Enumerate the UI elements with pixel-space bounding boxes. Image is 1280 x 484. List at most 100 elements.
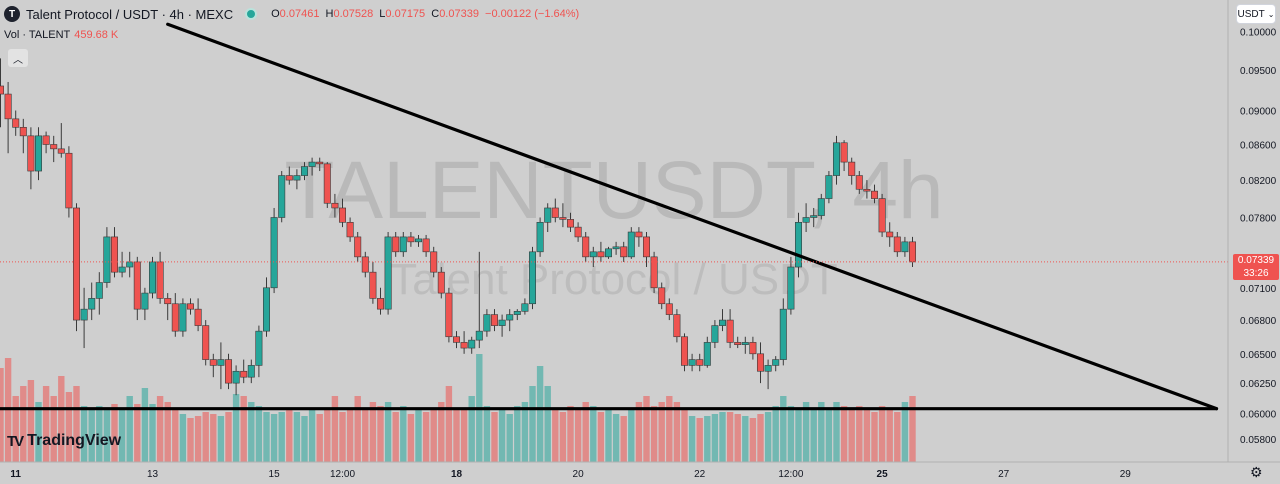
candle-down — [240, 370, 248, 378]
time-tick-label: 12:00 — [330, 469, 355, 480]
candle-down — [566, 219, 574, 228]
candle-up — [817, 198, 825, 216]
volume-bar — [590, 406, 597, 462]
volume-bar — [50, 396, 57, 462]
candle-up — [293, 175, 301, 181]
tradingview-logo-icon: TV — [7, 432, 24, 450]
volume-bar — [681, 408, 688, 462]
candle-up — [521, 303, 529, 312]
volume-bar — [324, 410, 331, 462]
time-axis[interactable]: 11 13 15 12:00 18 20 22 12:00 25 27 29 — [10, 469, 1131, 480]
high-label: H — [325, 8, 334, 20]
ohlc-values: O0.07461 H0.07528 L0.07175 C0.07339 −0.0… — [271, 8, 582, 20]
volume-label[interactable]: Vol · TALENT — [4, 29, 71, 41]
candle-down — [673, 314, 681, 338]
price-axis[interactable]: 0.10000 0.09500 0.09000 0.08600 0.08200 0.078… — [1240, 28, 1277, 446]
volume-bar — [726, 412, 734, 462]
symbol-title[interactable]: Talent Protocol / USDT · 4h · MEXC — [26, 6, 234, 22]
volume-bar — [58, 376, 65, 462]
volume-bar — [80, 406, 88, 462]
tradingview-logo[interactable]: TV TradingView — [7, 432, 121, 450]
candle-down — [369, 271, 377, 299]
candle-down — [658, 287, 666, 305]
volume-bar — [833, 402, 840, 462]
candle-up — [589, 251, 597, 258]
volume-bar — [35, 402, 42, 462]
candle-down — [316, 161, 324, 165]
gear-icon[interactable]: ⚙ — [1250, 464, 1263, 480]
candle-up — [399, 236, 407, 253]
volume-bar — [711, 414, 719, 462]
chart-plot-area[interactable] — [0, 0, 1228, 462]
volume-bar — [719, 412, 726, 462]
volume-bar — [628, 408, 635, 462]
time-tick-label: 12:00 — [778, 469, 803, 480]
volume-bar — [255, 406, 263, 462]
volume-bar — [529, 386, 536, 462]
volume-bar — [764, 412, 772, 462]
volume-bar — [301, 416, 308, 462]
candle-up — [475, 330, 483, 341]
current-price-value: 0.07339 — [1237, 254, 1275, 266]
candle-down — [490, 314, 498, 326]
volume-bar — [612, 414, 620, 462]
candle-down — [133, 261, 141, 310]
volume-bar — [225, 412, 232, 462]
volume-legend: Vol · TALENT 459.68 K — [4, 29, 118, 41]
high-value: 0.07528 — [333, 8, 374, 20]
candle-up — [779, 308, 787, 360]
currency-selector[interactable]: USDT ⌄ — [1236, 4, 1276, 24]
volume-bar — [126, 396, 133, 462]
candle-down — [285, 175, 293, 181]
volume-bar — [772, 406, 779, 462]
volume-bar — [780, 396, 787, 462]
volume-bar — [179, 414, 187, 462]
candle-up — [255, 330, 263, 366]
volume-bar — [620, 416, 627, 462]
candle-up — [384, 236, 392, 310]
volume-bar — [308, 410, 316, 462]
market-status-icon[interactable] — [245, 8, 258, 20]
volume-bar — [605, 408, 612, 462]
volume-bar — [118, 410, 126, 462]
candle-down — [445, 292, 453, 338]
volume-bar — [27, 380, 35, 462]
price-tick-label: 0.08600 — [1240, 140, 1277, 151]
volume-bar — [134, 404, 141, 462]
volume-bar — [377, 406, 384, 462]
candle-up — [95, 282, 103, 299]
volume-bar — [362, 408, 369, 462]
volume-bar — [863, 408, 871, 462]
candle-down — [437, 271, 445, 294]
volume-bar — [886, 408, 893, 462]
volume-bar — [514, 406, 521, 462]
volume-bar — [88, 410, 95, 462]
volume-bar — [0, 368, 4, 462]
candle-up — [794, 222, 802, 268]
symbol-logo-icon[interactable]: T — [4, 6, 20, 22]
price-tick-label: 0.07100 — [1240, 284, 1277, 295]
candle-down — [225, 359, 233, 384]
volume-bar — [506, 414, 513, 462]
candle-down — [73, 207, 81, 321]
volume-bar — [400, 406, 407, 462]
volume-bars — [0, 354, 916, 462]
volume-bar — [316, 414, 323, 462]
candle-down — [0, 85, 5, 95]
volume-bar — [901, 402, 909, 462]
candle-down — [650, 256, 658, 289]
candle-down — [756, 353, 764, 372]
collapse-legend-button[interactable]: ︿ — [8, 49, 28, 67]
price-tick-label: 0.09000 — [1240, 107, 1277, 118]
volume-bar — [240, 396, 247, 462]
trendlines[interactable] — [0, 22, 1228, 411]
candle-down — [422, 238, 430, 253]
volume-bar — [848, 410, 855, 462]
candle-up — [414, 238, 422, 243]
candle-down — [878, 198, 886, 233]
time-tick-label: 25 — [877, 469, 889, 480]
volume-bar — [430, 410, 437, 462]
candle-up — [217, 359, 225, 366]
candle-up — [103, 236, 111, 283]
